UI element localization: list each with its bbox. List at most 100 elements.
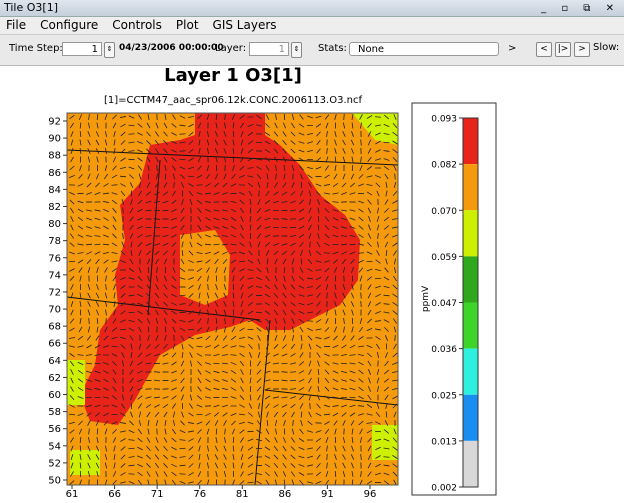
wind-arrow [120,454,126,460]
menu-item[interactable]: Controls [112,18,162,32]
wind-arrow [103,234,109,238]
wind-arrow [137,463,143,468]
wind-arrow [213,243,220,246]
wind-arrow [77,225,84,230]
wind-arrow [205,259,211,264]
wind-arrow [79,292,82,299]
wind-arrow [196,353,203,357]
wind-arrow [188,301,194,307]
wind-arrow [283,122,286,129]
wind-arrow [69,175,75,178]
wind-arrow [308,377,312,384]
wind-arrow [70,148,74,154]
wind-arrow [298,310,305,315]
spinner[interactable]: ⇕ [104,42,115,58]
wind-arrow [187,166,195,170]
wind-arrow [324,200,330,204]
wind-arrow [128,150,135,152]
wind-arrow [95,139,100,146]
wind-arrow [206,300,210,308]
wind-arrow [383,311,390,314]
plot-title: Layer 1 O3[1] [164,65,302,86]
wind-arrow [392,234,398,238]
menu-item[interactable]: Configure [40,18,99,32]
wind-arrow [317,360,320,367]
wind-arrow [291,275,295,282]
wind-arrow [112,207,117,214]
wind-arrow [147,419,150,427]
menu-item[interactable]: File [6,18,27,32]
wind-arrow [196,174,203,179]
wind-arrow [239,429,245,434]
wind-arrow [273,191,279,196]
wind-arrow [103,345,109,348]
wind-arrow [324,242,330,247]
wind-arrow [392,200,398,204]
wind-arrow [222,335,228,341]
wind-arrow [343,113,345,121]
wind-arrow [86,258,92,265]
wind-arrow [247,454,254,460]
wind-arrow [376,385,380,393]
button[interactable]: > [574,42,590,57]
wind-arrow [343,326,345,333]
wind-arrow [366,327,373,332]
wind-arrow [275,173,277,180]
wind-arrow [79,275,82,282]
wind-arrow [392,463,398,468]
wind-arrow [366,345,373,348]
wind-arrow [180,369,185,375]
x-tick-label: 61 [66,489,79,500]
time-step-input[interactable]: 1 [62,42,102,56]
wind-arrow [70,377,74,384]
wind-arrow [232,479,235,486]
wind-arrow [130,241,133,248]
wind-arrow [316,445,321,452]
wind-arrow [103,362,109,365]
wind-arrow [394,258,396,265]
spinner[interactable]: ⇕ [291,42,302,58]
wind-arrow [351,470,354,478]
wind-arrow [316,352,321,358]
wind-arrow [315,328,322,331]
wind-arrow [323,184,331,186]
wind-arrow [146,293,151,298]
wind-arrow [281,226,288,229]
stats-select[interactable]: None [349,42,499,56]
menu-item[interactable]: GIS Layers [212,18,277,32]
wind-arrow [315,269,322,271]
wind-arrow [384,386,389,392]
wind-arrow [102,192,110,195]
button[interactable]: |> [555,42,571,57]
wind-arrow [87,131,91,137]
wind-arrow [231,267,236,273]
wind-arrow [282,284,287,290]
wind-arrow [104,454,108,460]
wind-arrow [137,208,143,213]
wind-arrow [222,192,228,195]
menu-item[interactable]: Plot [175,18,199,32]
window-controls[interactable]: _ ▫ ⧉ ✕ [541,3,620,14]
wind-arrow [384,327,389,332]
wind-arrow [375,149,381,153]
wind-arrow [137,455,143,459]
wind-arrow [265,275,270,282]
wind-arrow [145,242,152,247]
wind-arrow [317,385,320,393]
wind-arrow [393,114,397,120]
button[interactable]: < [536,42,552,57]
wind-arrow [103,412,109,417]
layer-input[interactable]: 1 [249,42,289,56]
wind-arrow [281,396,288,399]
wind-arrow [264,140,271,145]
wind-arrow [274,275,278,282]
wind-arrow [198,309,201,316]
wind-arrow [238,337,246,339]
wind-arrow [230,183,237,187]
wind-arrow [128,327,135,332]
wind-arrow [214,139,219,146]
wind-arrow [79,317,82,325]
wind-arrow [180,420,185,426]
wind-arrow [349,378,356,383]
wind-arrow [196,404,203,408]
